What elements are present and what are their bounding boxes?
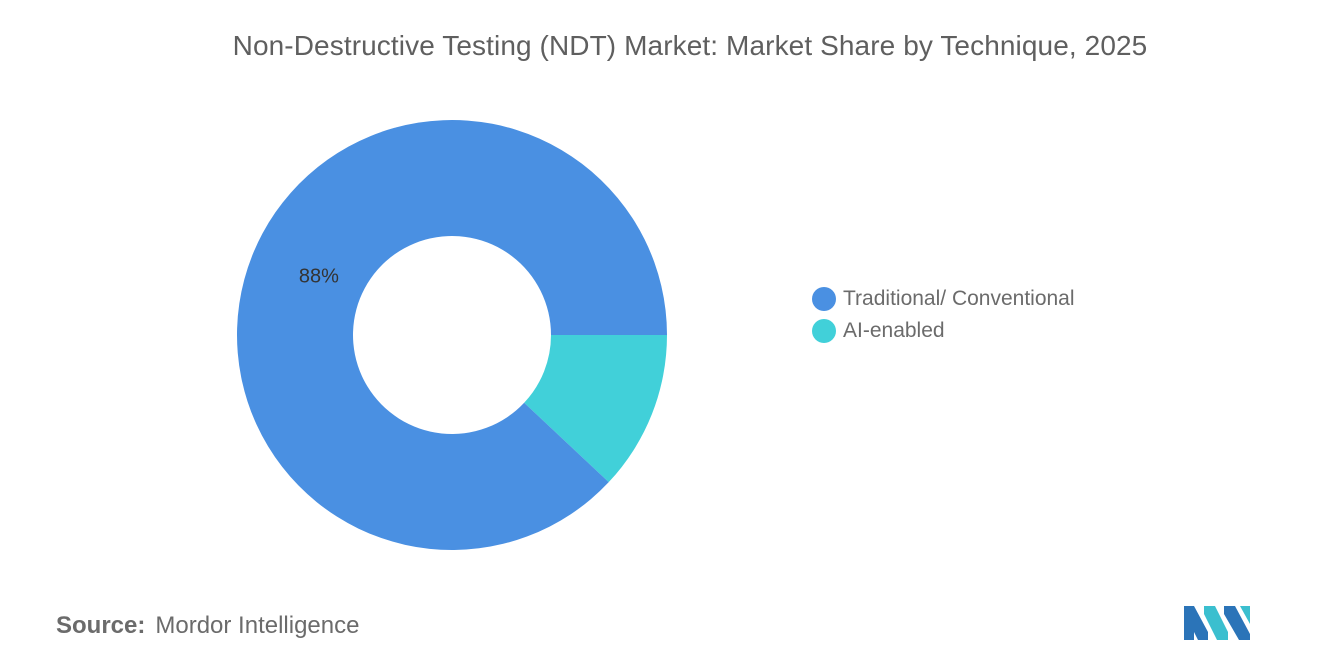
legend-swatch-traditional xyxy=(812,287,836,311)
donut-slices xyxy=(237,120,667,550)
legend-item-traditional[interactable]: Traditional/ Conventional xyxy=(812,283,1075,315)
legend-item-ai-enabled[interactable]: AI-enabled xyxy=(812,315,1075,347)
slice-traditional[interactable] xyxy=(237,120,667,550)
legend-label-traditional: Traditional/ Conventional xyxy=(843,287,1075,310)
legend-label-ai-enabled: AI-enabled xyxy=(843,319,945,342)
source-value: Mordor Intelligence xyxy=(155,612,360,639)
mordor-intelligence-logo xyxy=(1184,606,1250,640)
slice-ai-enabled[interactable] xyxy=(524,335,667,483)
source-label: Source: xyxy=(56,612,146,639)
data-label-traditional: 88% xyxy=(299,266,339,288)
source-note: Source: Mordor Intelligence xyxy=(56,612,359,640)
chart-legend: Traditional/ Conventional AI-enabled xyxy=(812,283,1075,347)
legend-swatch-ai-enabled xyxy=(812,319,836,343)
donut-data-labels: 88% xyxy=(299,266,339,288)
chart-title: Non-Destructive Testing (NDT) Market: Ma… xyxy=(232,30,1148,61)
